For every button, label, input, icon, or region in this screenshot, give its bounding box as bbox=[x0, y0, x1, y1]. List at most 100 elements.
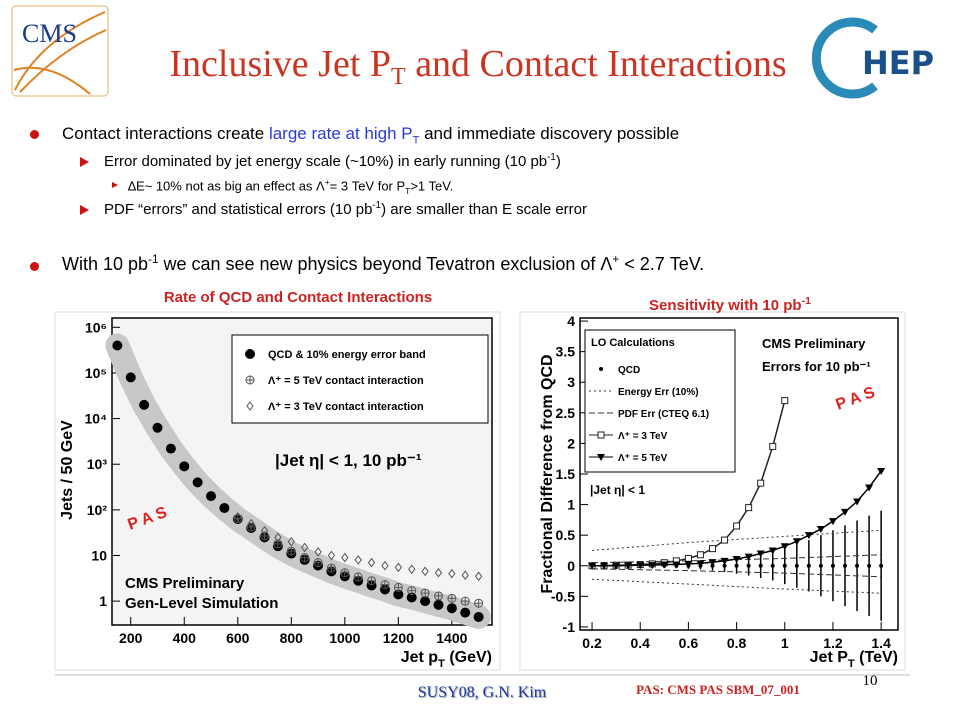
x-axis-label-part: Jet p bbox=[401, 649, 439, 666]
footer-reference: PAS: CMS PAS SBM_07_001 bbox=[636, 682, 800, 697]
x-tick-label: 1400 bbox=[436, 630, 467, 646]
point bbox=[340, 568, 350, 578]
x-tick-label: 1200 bbox=[383, 630, 414, 646]
arrow bbox=[112, 182, 118, 188]
point bbox=[179, 461, 190, 472]
point bbox=[841, 508, 849, 516]
point bbox=[474, 598, 484, 608]
point bbox=[672, 561, 681, 569]
x-axis-label: Jet pT (GeV) bbox=[401, 649, 492, 670]
point bbox=[733, 522, 741, 530]
text: ) are smaller than E scale error bbox=[381, 201, 587, 218]
legend-marker bbox=[599, 367, 603, 371]
point bbox=[420, 596, 431, 607]
point bbox=[794, 563, 799, 568]
legend-label: Λ⁺ = 5 TeV contact interaction bbox=[268, 375, 424, 387]
point bbox=[461, 570, 469, 581]
x-tick-label: 600 bbox=[226, 630, 250, 646]
legend-title: LO Calculations bbox=[591, 337, 675, 349]
point bbox=[818, 563, 823, 568]
chart-title-part: Rate of QCD and Contact Interactions bbox=[164, 289, 432, 306]
chart-title: Rate of QCD and Contact Interactions bbox=[164, 289, 432, 306]
point bbox=[393, 589, 404, 600]
y-tick-label: 10⁵ bbox=[85, 365, 107, 381]
annotation: CMS Preliminary bbox=[762, 336, 866, 351]
cms-logo-tracks bbox=[13, 11, 107, 95]
point bbox=[234, 512, 242, 522]
superscript: + bbox=[324, 177, 330, 187]
text: and immediate discovery possible bbox=[419, 124, 680, 143]
legend-label: QCD bbox=[618, 365, 640, 376]
point bbox=[192, 477, 203, 488]
text: we can see new physics beyond Tevatron e… bbox=[158, 254, 613, 274]
point bbox=[139, 399, 150, 410]
point bbox=[865, 484, 874, 492]
subscript: T bbox=[405, 185, 411, 196]
y-tick-label: 1.5 bbox=[556, 466, 576, 482]
bullet: With 10 pb-1 we can see new physics beyo… bbox=[62, 253, 704, 275]
point bbox=[300, 553, 310, 563]
superscript: -1 bbox=[148, 253, 159, 266]
x-tick-label: 1 bbox=[781, 635, 789, 651]
highlight: large rate at high P bbox=[268, 124, 413, 143]
y-tick-label: 2 bbox=[567, 435, 575, 451]
point bbox=[474, 571, 483, 582]
error-line bbox=[592, 578, 882, 594]
arrow bbox=[80, 157, 89, 167]
point bbox=[806, 563, 811, 568]
point bbox=[648, 562, 657, 570]
legend-label: QCD & 10% energy error band bbox=[268, 349, 426, 361]
point bbox=[381, 560, 389, 571]
y-tick-label: 2.5 bbox=[556, 405, 576, 421]
superscript: + bbox=[612, 253, 620, 266]
point bbox=[879, 563, 884, 568]
point bbox=[744, 553, 753, 561]
y-tick-label: 0.5 bbox=[556, 527, 576, 543]
sub-bullet: PDF “errors” and statistical errors (10 … bbox=[104, 200, 587, 218]
point bbox=[379, 584, 390, 595]
point bbox=[433, 591, 443, 601]
x-axis-label-part: Jet P bbox=[810, 649, 849, 666]
y-tick-label: 10⁴ bbox=[85, 411, 108, 427]
text: >1 TeV. bbox=[410, 178, 454, 194]
point bbox=[721, 536, 729, 544]
chart-title-part: Sensitivity with 10 pb bbox=[649, 297, 802, 314]
x-tick-label: 400 bbox=[173, 630, 197, 646]
point bbox=[612, 562, 621, 570]
error-line bbox=[592, 529, 882, 551]
x-axis-label-part: (GeV) bbox=[445, 649, 492, 666]
legend-box bbox=[584, 329, 736, 473]
y-tick-label: 10 bbox=[91, 548, 107, 564]
point bbox=[780, 543, 789, 551]
x-tick-label: 200 bbox=[119, 630, 143, 646]
point bbox=[734, 563, 739, 568]
point bbox=[341, 552, 349, 563]
chart-title: Sensitivity with 10 pb-1 bbox=[649, 295, 811, 314]
x-tick-label: 0.8 bbox=[727, 635, 747, 651]
hep-logo-text: HEP bbox=[862, 44, 934, 82]
point bbox=[843, 563, 847, 568]
text: ) bbox=[555, 153, 561, 170]
point bbox=[326, 563, 336, 573]
sub-bullet: Error dominated by jet energy scale (~10… bbox=[104, 152, 561, 170]
superscript: -1 bbox=[547, 152, 556, 163]
x-tick-label: 1.4 bbox=[871, 635, 891, 651]
point bbox=[301, 542, 309, 553]
point bbox=[206, 491, 217, 502]
legend-label: Λ⁺ = 5 TeV bbox=[618, 453, 668, 464]
y-tick-label: 3 bbox=[567, 374, 575, 390]
point bbox=[720, 557, 729, 565]
point bbox=[684, 560, 693, 568]
y-tick-label: 10³ bbox=[87, 456, 108, 472]
title-sub: T bbox=[391, 64, 406, 90]
y-tick-label: -1 bbox=[563, 619, 576, 635]
error-band bbox=[105, 333, 491, 629]
text: ∆E~ 10% not as big an effect as Λ bbox=[128, 178, 325, 194]
title-part: Inclusive Jet P bbox=[169, 43, 391, 85]
point bbox=[420, 588, 430, 598]
point bbox=[367, 557, 376, 568]
point bbox=[433, 599, 444, 610]
point bbox=[367, 576, 377, 586]
point bbox=[746, 563, 751, 568]
point bbox=[624, 562, 633, 570]
